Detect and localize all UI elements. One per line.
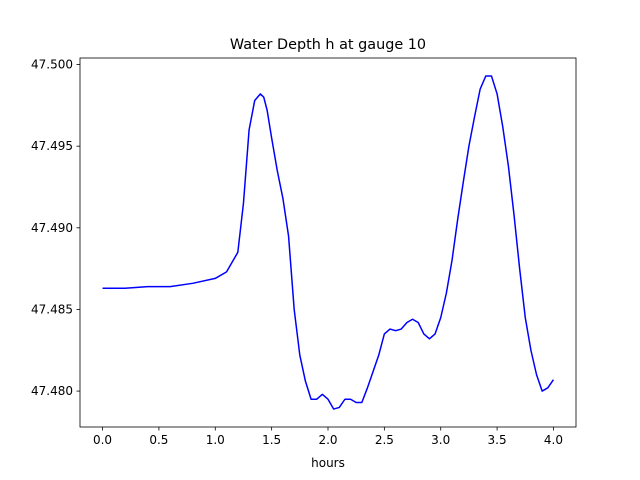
x-tick-label: 2.5 — [375, 433, 394, 447]
y-tick-label: 47.490 — [31, 221, 73, 235]
x-tick-label: 1.0 — [206, 433, 225, 447]
x-tick-label: 1.5 — [262, 433, 281, 447]
series-line-0 — [102, 75, 555, 410]
y-tick-label: 47.495 — [31, 139, 73, 153]
x-tick-label: 3.0 — [431, 433, 450, 447]
x-tick-label: 0.5 — [149, 433, 168, 447]
x-tick-label: 3.5 — [488, 433, 507, 447]
chart-title: Water Depth h at gauge 10 — [230, 37, 426, 53]
x-tick-label: 0.0 — [93, 433, 112, 447]
y-tick-label: 47.480 — [31, 384, 73, 398]
x-axis-label: hours — [311, 456, 345, 470]
y-tick-label: 47.485 — [31, 302, 73, 316]
y-tick-label: 47.500 — [31, 58, 73, 72]
x-tick-label: 2.0 — [318, 433, 337, 447]
plot-area: 0.0 0.5 1.0 1.5 2.0 2.5 3.0 3.5 4.0 47.480 47.485 4… — [31, 58, 577, 447]
x-tick-label: 4.0 — [544, 433, 563, 447]
